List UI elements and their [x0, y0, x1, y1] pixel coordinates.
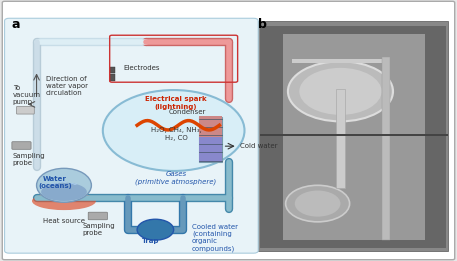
- Text: ~: ~: [50, 180, 59, 190]
- Circle shape: [295, 191, 340, 217]
- Circle shape: [137, 219, 174, 240]
- FancyBboxPatch shape: [16, 106, 34, 114]
- Text: Sampling
probe: Sampling probe: [13, 153, 45, 166]
- Text: b: b: [258, 18, 267, 31]
- Text: Heat source: Heat source: [43, 218, 85, 224]
- Text: Water
(oceans): Water (oceans): [38, 176, 72, 189]
- Text: Direction of
water vapor
circulation: Direction of water vapor circulation: [46, 76, 88, 96]
- Bar: [292, 59, 388, 63]
- Bar: [258, 21, 448, 251]
- Bar: [260, 134, 448, 136]
- Text: Trap: Trap: [142, 239, 159, 244]
- Circle shape: [103, 90, 244, 171]
- Ellipse shape: [41, 183, 87, 201]
- Bar: [199, 137, 222, 162]
- Text: Cooled water
(containing
organic
compounds): Cooled water (containing organic compoun…: [192, 223, 238, 252]
- Ellipse shape: [32, 192, 96, 210]
- Text: Electrodes: Electrodes: [123, 65, 160, 71]
- Text: Electrical spark
(lightning): Electrical spark (lightning): [145, 96, 207, 110]
- Text: a: a: [11, 18, 20, 31]
- Text: Cold water: Cold water: [240, 143, 277, 149]
- Circle shape: [299, 68, 382, 115]
- Circle shape: [288, 61, 393, 121]
- FancyBboxPatch shape: [12, 142, 31, 149]
- Bar: [382, 57, 390, 240]
- Bar: [110, 74, 115, 81]
- Text: To
vacuum
pump: To vacuum pump: [13, 85, 41, 105]
- FancyBboxPatch shape: [88, 212, 107, 220]
- Bar: [336, 89, 345, 188]
- Text: Sampling
probe: Sampling probe: [82, 223, 115, 236]
- Ellipse shape: [37, 168, 91, 202]
- Text: ~: ~: [69, 180, 78, 190]
- Bar: [199, 116, 222, 137]
- Circle shape: [286, 185, 350, 222]
- Bar: [110, 67, 115, 73]
- Bar: [283, 34, 425, 240]
- Bar: [260, 26, 446, 248]
- Text: H₂O, CH₄, NH₃,
H₂, CO: H₂O, CH₄, NH₃, H₂, CO: [150, 127, 202, 141]
- Bar: [199, 117, 222, 162]
- FancyBboxPatch shape: [5, 18, 258, 253]
- Text: Gases
(primitive atmosphere): Gases (primitive atmosphere): [135, 171, 217, 185]
- Text: ~: ~: [59, 178, 69, 188]
- Text: Condenser: Condenser: [169, 109, 206, 115]
